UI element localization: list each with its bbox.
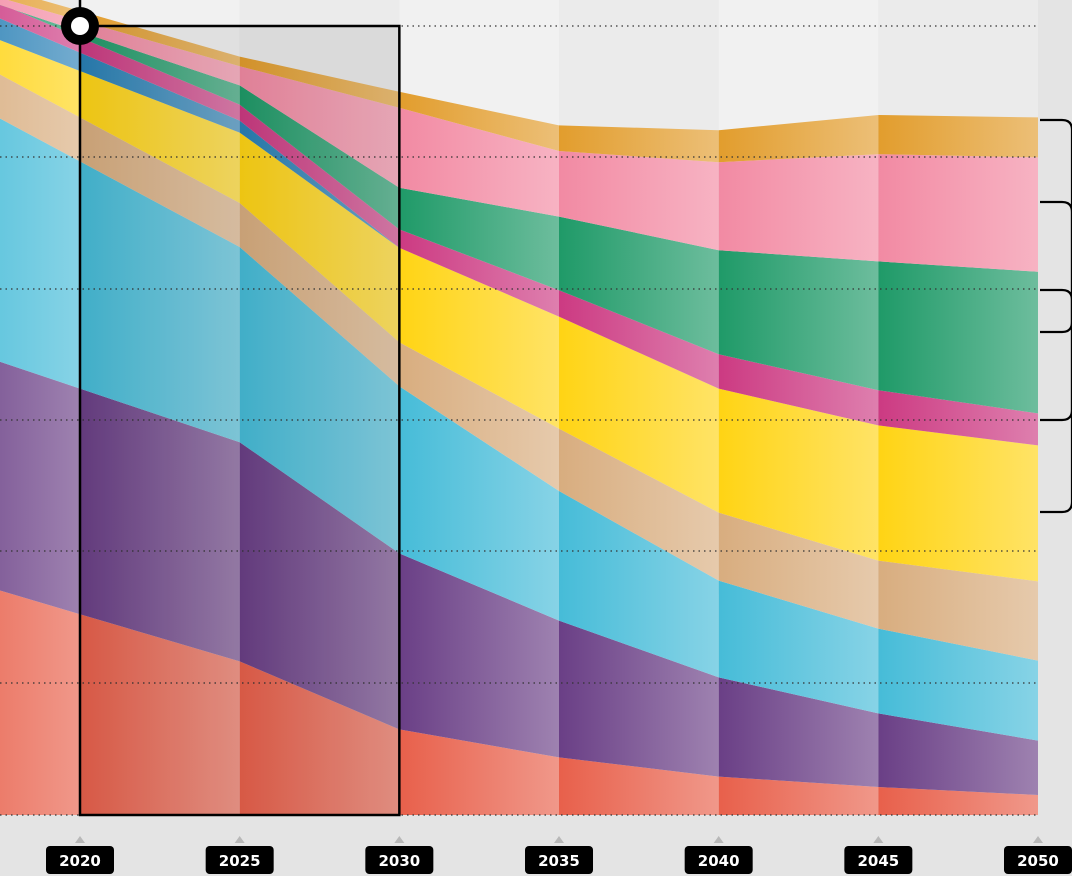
area-series-1-segment [718,776,879,815]
area-series-4-segment [239,203,400,387]
area-series-8-segment [559,216,719,355]
area-series-5-segment [399,247,559,429]
area-series-7-segment [878,390,1038,446]
area-series-1-segment [399,729,559,815]
area-series-4-segment [399,342,559,491]
area-series-9-segment [0,0,80,32]
area-series-4-segment [878,560,1038,661]
tick-label-box [205,846,274,874]
tick-mark [873,836,884,843]
area-series-10-segment [239,56,400,108]
area-series-3-segment [878,628,1038,741]
area-series-5-segment [718,388,879,561]
area-series-2-segment [0,361,80,615]
tick-mark [234,836,245,843]
area-series-3-segment [718,580,879,714]
area-series-1-segment [878,787,1038,815]
area-series-9-segment [718,154,879,262]
area-series-7-segment [80,37,240,121]
area-series-5-segment [878,425,1038,582]
area-series-8-segment [399,187,559,291]
area-series-1-segment [80,614,240,815]
x-tick-label: 2030 [378,852,420,870]
tick-label-box [525,846,594,874]
bracket [1040,200,1072,422]
area-series [0,0,1038,815]
area-series-6-segment [0,18,80,71]
area-series-9-segment [399,107,559,217]
area-series-2-segment [239,442,400,730]
highlight-box [78,24,401,817]
tick-label-box [844,846,913,874]
area-series-10-segment [878,115,1038,158]
area-series-9-segment [239,66,400,188]
x-tick-label: 2045 [857,852,899,870]
area-series-1-segment [559,757,719,815]
marker-inner [71,17,89,35]
area-series-7-segment [718,354,879,426]
area-series-9-segment [80,20,240,86]
x-axis: 2020 2025 2030 2035 2040 2045 2050 [46,836,1072,874]
area-series-6-segment [559,316,719,389]
tick-mark [75,836,85,843]
area-series-3-segment [0,118,80,389]
tick-mark [713,836,724,843]
tick-mark [394,836,405,843]
tick-label-box [684,846,753,874]
area-series-5-segment [0,40,80,118]
right-brackets [1040,118,1072,514]
area-series-3-segment [559,491,719,678]
area-series-8-segment [718,250,879,391]
area-series-3-segment [239,247,400,554]
area-series-1-segment [0,590,80,815]
area-series-2-segment [718,677,879,787]
area-series-3-segment [399,386,559,621]
tick-label-box [46,846,114,874]
x-tick-label: 2025 [219,852,261,870]
area-series-8-segment [878,261,1038,414]
tick-label-box [1004,846,1072,874]
area-series-4-segment [559,428,719,581]
area-series-10-segment [399,91,559,151]
gridlines [0,25,1038,816]
area-series-9-segment [559,151,719,251]
area-series-2-segment [80,388,240,662]
area-series-8-segment [80,31,240,105]
area-series-3-segment [80,161,240,443]
area-series-7-segment [399,229,559,317]
x-tick-label: 2035 [538,852,580,870]
area-series-4-segment [718,512,879,629]
area-series-2-segment [878,713,1038,795]
area-series-10-segment [718,115,879,163]
area-series-4-segment [80,117,240,248]
area-series-2-segment [559,620,719,777]
x-tick-label: 2050 [1017,852,1059,870]
area-series-7-segment [0,3,80,53]
area-series-10-segment [559,125,719,163]
x-tick-label: 2040 [698,852,740,870]
tick-label-box [365,846,434,874]
tick-mark [554,836,565,843]
highlight-range [61,0,401,817]
area-series-9-segment [878,154,1038,272]
area-series-10-segment [7,0,80,21]
area-series-8-segment [0,3,80,38]
tick-mark [1033,836,1044,843]
area-series-1-segment [239,661,400,815]
bracket [1040,118,1072,334]
area-series-2-segment [399,553,559,758]
area-series-4-segment [0,74,80,162]
area-series-5-segment [239,132,400,343]
area-series-5-segment [559,316,719,513]
bracket [1040,288,1072,514]
area-series-7-segment [559,290,719,389]
area-series-6-segment [80,52,240,133]
area-series-5-segment [80,71,240,203]
area-series-7-segment [239,104,400,248]
x-tick-label: 2020 [59,852,101,870]
